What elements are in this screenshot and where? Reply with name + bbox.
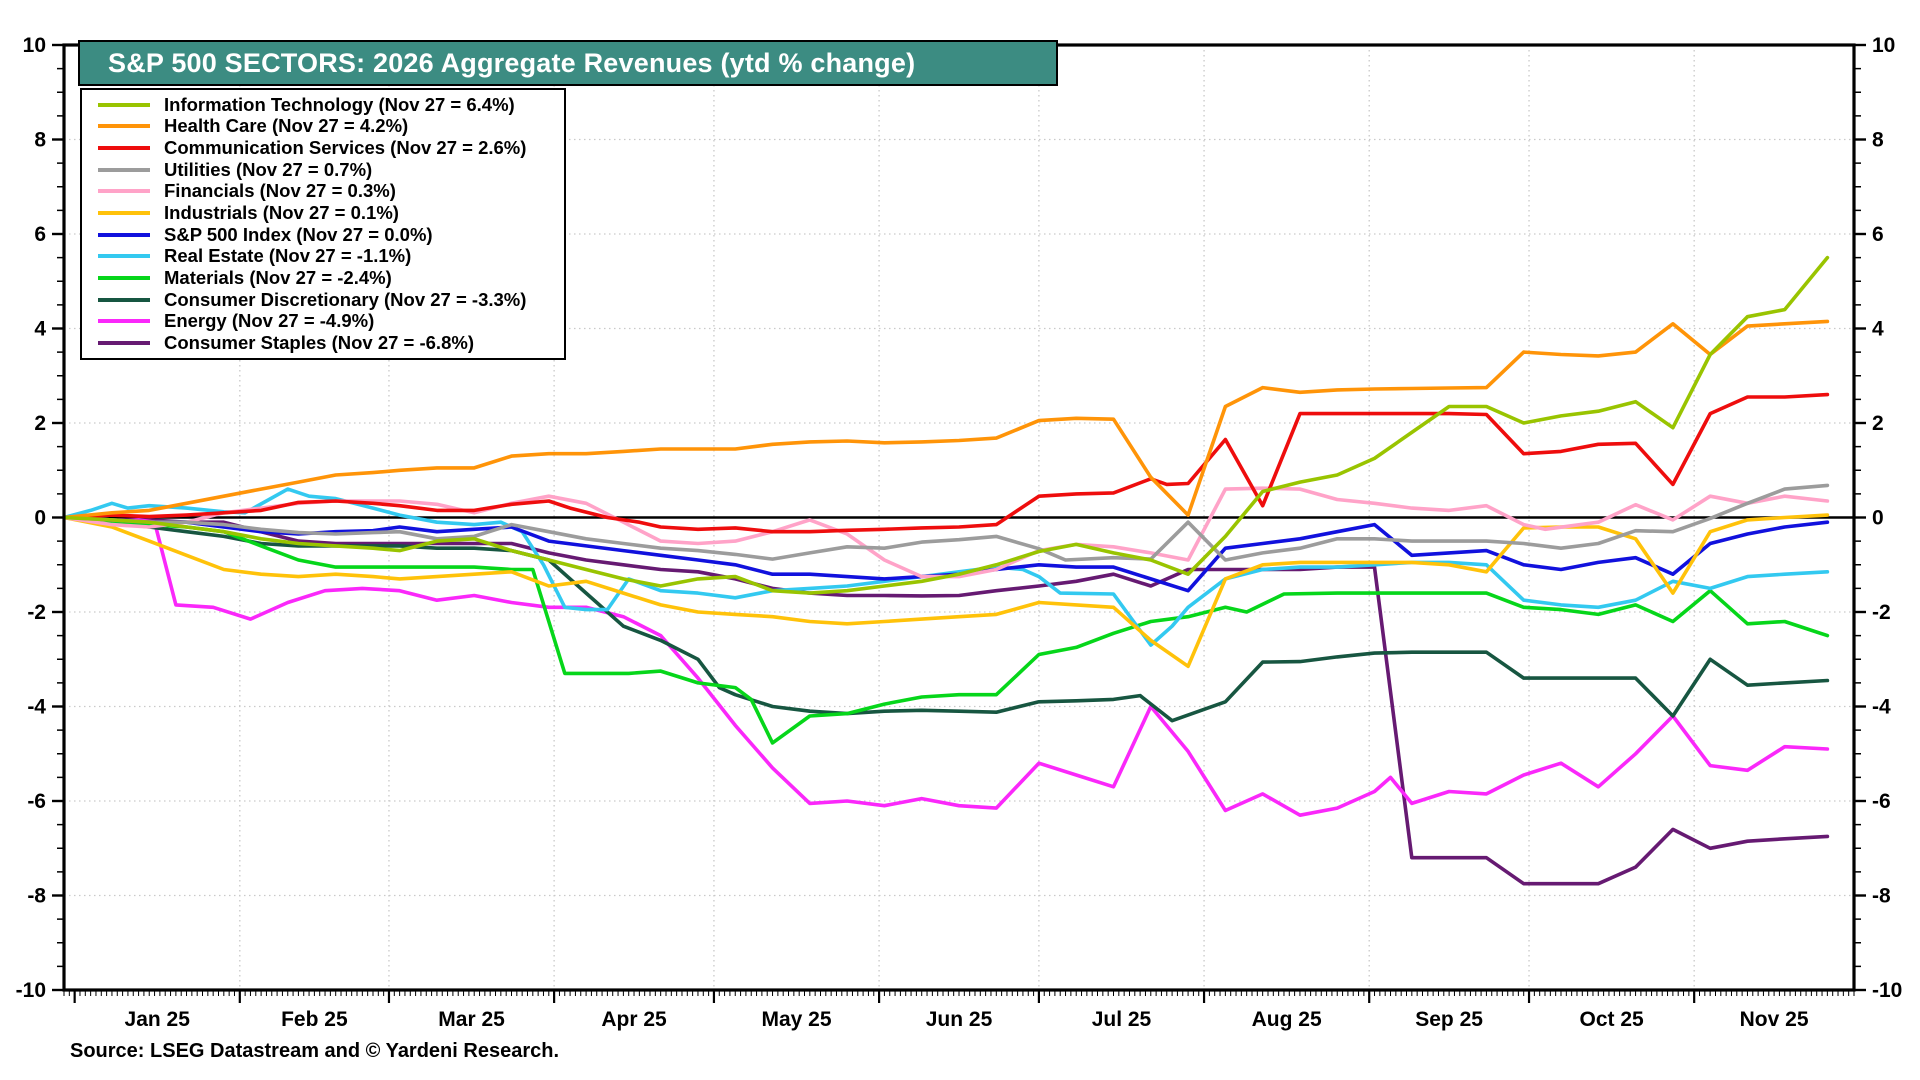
legend-item: S&P 500 Index (Nov 27 = 0.0%) xyxy=(98,223,564,245)
series-line xyxy=(62,483,1830,562)
legend-swatch xyxy=(98,189,150,194)
legend-swatch xyxy=(98,211,150,216)
y-axis-label-right: 10 xyxy=(1872,34,1895,57)
x-axis-month-label: Nov 25 xyxy=(1740,1008,1809,1031)
legend-item: Industrials (Nov 27 = 0.1%) xyxy=(98,202,564,224)
legend-label: Industrials (Nov 27 = 0.1%) xyxy=(164,202,399,224)
x-axis-month-label: Jan 25 xyxy=(125,1008,191,1031)
legend-item: Communication Services (Nov 27 = 2.6%) xyxy=(98,137,564,159)
legend-swatch xyxy=(98,146,150,151)
legend-label: Materials (Nov 27 = -2.4%) xyxy=(164,267,392,289)
legend-label: Utilities (Nov 27 = 0.7%) xyxy=(164,158,373,180)
y-axis-label-right: -10 xyxy=(1872,979,1902,1002)
legend-label: Real Estate (Nov 27 = -1.1%) xyxy=(164,245,412,267)
legend-label: Financials (Nov 27 = 0.3%) xyxy=(164,180,396,202)
y-axis-label-left: 10 xyxy=(23,34,46,57)
legend-label: S&P 500 Index (Nov 27 = 0.0%) xyxy=(164,223,433,245)
chart-title: S&P 500 SECTORS: 2026 Aggregate Revenues… xyxy=(108,47,916,78)
source-text: Source: LSEG Datastream and © Yardeni Re… xyxy=(70,1040,560,1062)
y-axis-label-left: -10 xyxy=(16,979,46,1002)
legend-item: Utilities (Nov 27 = 0.7%) xyxy=(98,158,564,180)
legend-item: Information Technology (Nov 27 = 6.4%) xyxy=(98,93,564,115)
series-line xyxy=(62,515,1830,818)
x-axis-month-label: Apr 25 xyxy=(601,1008,667,1031)
legend-label: Consumer Discretionary (Nov 27 = -3.3%) xyxy=(164,288,527,310)
legend-item: Consumer Discretionary (Nov 27 = -3.3%) xyxy=(98,288,564,310)
series-line xyxy=(62,515,1830,745)
legend-item: Consumer Staples (Nov 27 = -6.8%) xyxy=(98,332,564,354)
x-axis-month-label: Mar 25 xyxy=(438,1008,505,1031)
legend-swatch xyxy=(98,167,150,172)
y-axis-label-right: 0 xyxy=(1872,507,1884,530)
y-axis-label-left: 4 xyxy=(34,318,46,341)
legend-swatch xyxy=(98,297,150,302)
legend-swatch xyxy=(98,276,150,281)
legend-label: Communication Services (Nov 27 = 2.6%) xyxy=(164,137,527,159)
y-axis-label-right: 2 xyxy=(1872,412,1884,435)
legend-swatch xyxy=(98,124,150,129)
chart-title-bar: S&P 500 SECTORS: 2026 Aggregate Revenues… xyxy=(78,40,1058,86)
legend-item: Energy (Nov 27 = -4.9%) xyxy=(98,310,564,332)
legend-swatch xyxy=(98,254,150,259)
x-axis-month-label: Aug 25 xyxy=(1252,1008,1322,1031)
y-axis-label-left: 6 xyxy=(34,223,46,246)
series-line xyxy=(62,255,1830,595)
y-axis-label-right: -4 xyxy=(1872,696,1891,719)
legend-item: Real Estate (Nov 27 = -1.1%) xyxy=(98,245,564,267)
x-axis-month-label: May 25 xyxy=(761,1008,831,1031)
legend-label: Consumer Staples (Nov 27 = -6.8%) xyxy=(164,332,474,354)
legend-item: Materials (Nov 27 = -2.4%) xyxy=(98,267,564,289)
y-axis-label-right: -8 xyxy=(1872,885,1891,908)
legend-swatch xyxy=(98,102,150,107)
x-axis-month-label: Jul 25 xyxy=(1092,1008,1152,1031)
y-axis-label-right: 8 xyxy=(1872,129,1884,152)
legend-item: Financials (Nov 27 = 0.3%) xyxy=(98,180,564,202)
series-line xyxy=(62,515,1830,886)
series-line xyxy=(62,487,1830,647)
y-axis-label-right: 4 xyxy=(1872,318,1884,341)
y-axis-label-left: -2 xyxy=(27,601,46,624)
series-line xyxy=(62,515,1830,723)
y-axis-label-left: -4 xyxy=(27,696,46,719)
y-axis-label-left: -6 xyxy=(27,790,46,813)
x-axis-month-label: Oct 25 xyxy=(1580,1008,1645,1031)
y-axis-label-right: 6 xyxy=(1872,223,1884,246)
legend-label: Health Care (Nov 27 = 4.2%) xyxy=(164,115,409,137)
y-axis-label-left: 2 xyxy=(34,412,46,435)
legend-label: Energy (Nov 27 = -4.9%) xyxy=(164,310,375,332)
legend-label: Information Technology (Nov 27 = 6.4%) xyxy=(164,93,515,115)
legend-swatch xyxy=(98,319,150,324)
x-axis-month-label: Sep 25 xyxy=(1415,1008,1483,1031)
y-axis-label-right: -6 xyxy=(1872,790,1891,813)
legend: Information Technology (Nov 27 = 6.4%) He… xyxy=(80,88,566,360)
y-axis-label-right: -2 xyxy=(1872,601,1891,624)
legend-item: Health Care (Nov 27 = 4.2%) xyxy=(98,115,564,137)
y-axis-label-left: 8 xyxy=(34,129,46,152)
y-axis-label-left: -8 xyxy=(27,885,46,908)
legend-swatch xyxy=(98,341,150,346)
series-line xyxy=(62,319,1830,520)
x-axis-month-label: Feb 25 xyxy=(281,1008,348,1031)
legend-swatch xyxy=(98,232,150,237)
series-line xyxy=(62,392,1830,534)
x-axis-month-label: Jun 25 xyxy=(926,1008,993,1031)
y-axis-label-left: 0 xyxy=(34,507,46,530)
